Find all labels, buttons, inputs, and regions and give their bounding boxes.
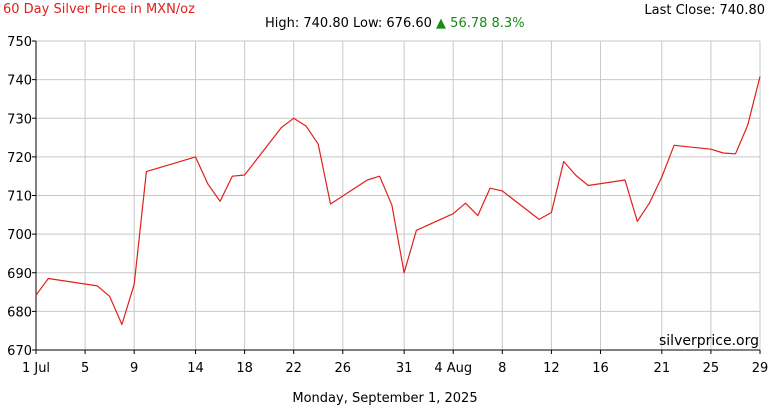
- x-tick-label: 16: [592, 361, 609, 376]
- x-tick-label: 29: [752, 361, 769, 376]
- price-point: [292, 117, 295, 120]
- price-point: [734, 152, 737, 155]
- price-point: [550, 211, 553, 214]
- price-point: [317, 143, 320, 146]
- price-point: [415, 229, 418, 232]
- price-point: [133, 283, 136, 286]
- x-tick-label: 21: [654, 361, 671, 376]
- price-point: [231, 175, 234, 178]
- x-tick-label: 25: [703, 361, 720, 376]
- price-point: [120, 323, 123, 326]
- price-point: [722, 152, 725, 155]
- price-point: [538, 218, 541, 221]
- y-tick-label: 690: [7, 267, 32, 282]
- x-tick-label: 8: [498, 361, 506, 376]
- footer-date: Monday, September 1, 2025: [292, 391, 478, 406]
- price-point: [329, 202, 332, 205]
- price-point: [624, 179, 627, 182]
- x-tick-label: 9: [130, 361, 138, 376]
- price-point: [390, 204, 393, 207]
- price-point: [366, 179, 369, 182]
- y-tick-label: 740: [7, 74, 32, 89]
- price-point: [574, 174, 577, 177]
- x-tick-label: 31: [396, 361, 413, 376]
- y-tick-label: 700: [7, 228, 32, 243]
- x-tick-label: 22: [285, 361, 302, 376]
- price-point: [476, 214, 479, 217]
- price-point: [759, 75, 762, 78]
- change-indicator: ▲ 56.78 8.3%: [436, 16, 525, 31]
- high-low-label: High: 740.80 Low: 676.60: [265, 16, 432, 31]
- price-stats: High: 740.80 Low: 676.60 ▲ 56.78 8.3%: [265, 16, 525, 31]
- price-point: [304, 124, 307, 127]
- price-point: [660, 175, 663, 178]
- price-point: [464, 202, 467, 205]
- price-point: [280, 126, 283, 129]
- price-point: [35, 294, 38, 297]
- x-tick-label: 1 Jul: [22, 361, 50, 376]
- price-point: [243, 174, 246, 177]
- x-tick-label: 4 Aug: [434, 361, 472, 376]
- price-point: [709, 148, 712, 151]
- y-tick-label: 720: [7, 151, 32, 166]
- price-point: [96, 284, 99, 287]
- price-point: [673, 144, 676, 147]
- price-point: [108, 295, 111, 298]
- price-point: [219, 200, 222, 203]
- price-point: [206, 182, 209, 185]
- price-point: [587, 184, 590, 187]
- price-point: [746, 124, 749, 127]
- price-point: [47, 277, 50, 280]
- price-point: [452, 212, 455, 215]
- x-tick-label: 18: [236, 361, 253, 376]
- price-point: [489, 187, 492, 190]
- price-line: [35, 76, 761, 326]
- y-tick-label: 730: [7, 112, 32, 127]
- y-tick-label: 750: [7, 35, 32, 50]
- x-tick-label: 5: [81, 361, 89, 376]
- last-close-label: Last Close: 740.80: [644, 3, 765, 18]
- price-point: [378, 175, 381, 178]
- y-tick-label: 710: [7, 190, 32, 205]
- x-tick-label: 12: [543, 361, 560, 376]
- price-point: [403, 271, 406, 274]
- site-watermark: silverprice.org: [659, 333, 759, 349]
- price-point: [648, 201, 651, 204]
- price-point: [194, 155, 197, 158]
- price-point: [145, 170, 148, 173]
- price-point: [501, 189, 504, 192]
- y-tick-label: 680: [7, 305, 32, 320]
- chart-title: 60 Day Silver Price in MXN/oz: [3, 2, 195, 17]
- x-tick-label: 14: [187, 361, 204, 376]
- x-tick-label: 26: [335, 361, 352, 376]
- price-point: [562, 160, 565, 163]
- price-point: [636, 220, 639, 223]
- y-tick-label: 670: [7, 344, 32, 359]
